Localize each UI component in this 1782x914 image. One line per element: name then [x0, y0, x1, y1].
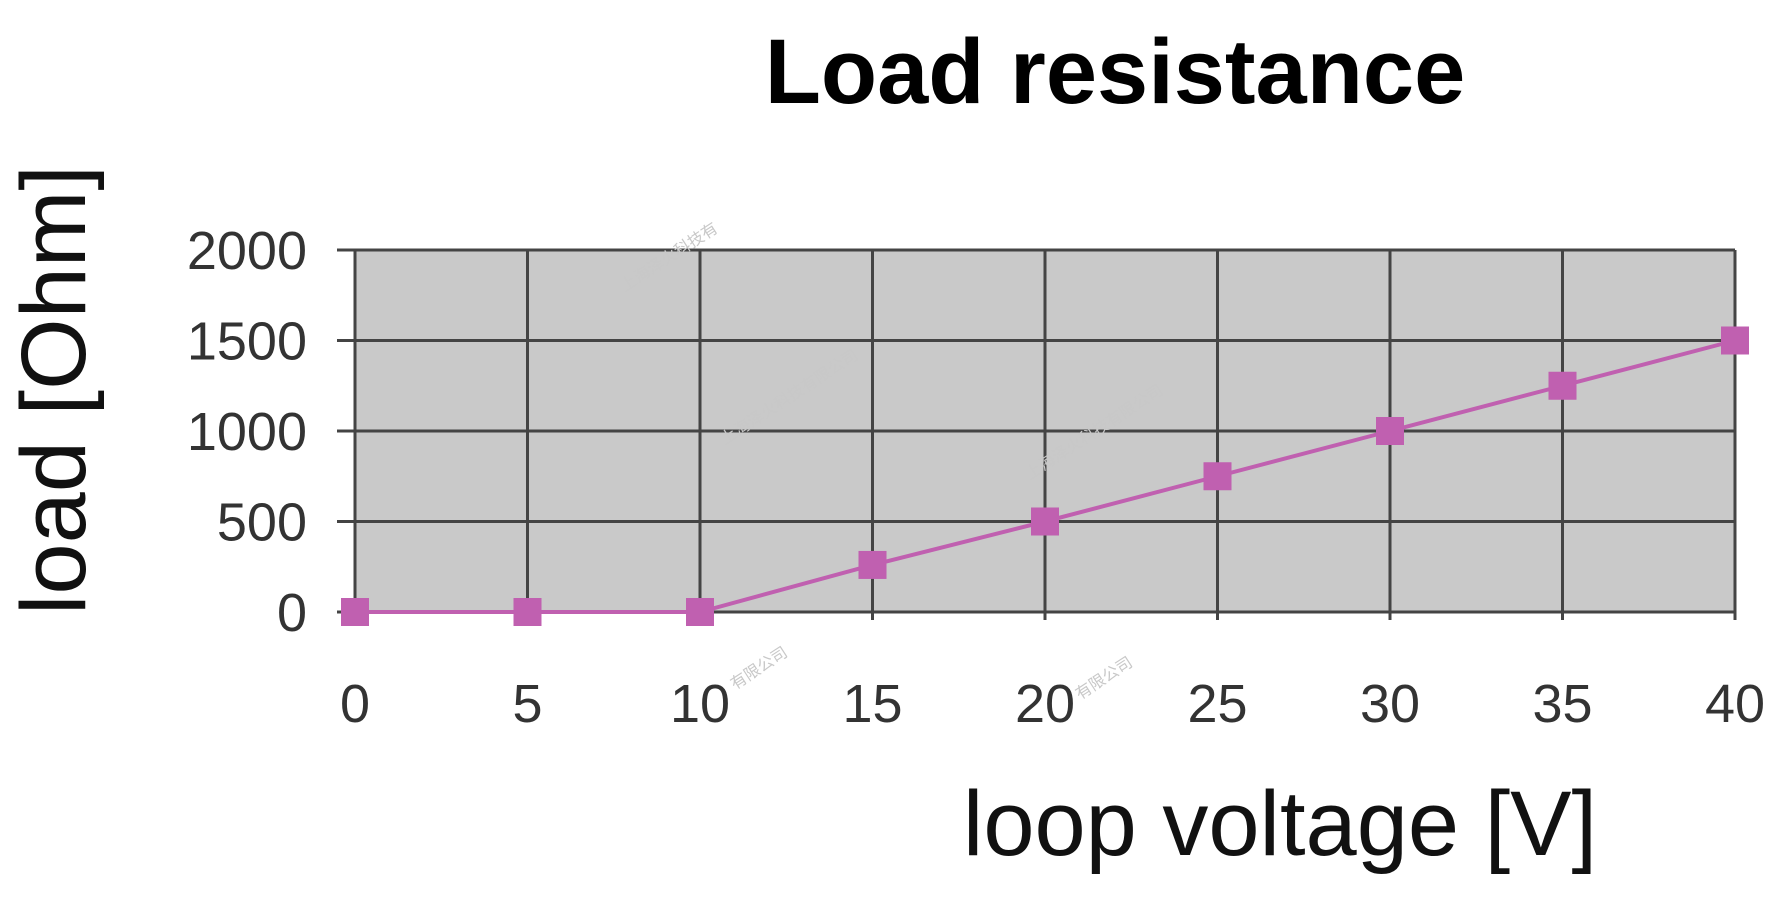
x-tick-label: 40 [1705, 674, 1765, 734]
y-tick-label: 1500 [187, 312, 307, 372]
y-tick-label: 1000 [187, 402, 307, 462]
data-point [1376, 417, 1404, 445]
x-tick-label: 5 [512, 674, 542, 734]
data-point [513, 598, 542, 626]
x-tick-label: 0 [340, 674, 370, 734]
x-tick-label: 25 [1187, 674, 1247, 734]
x-tick-label: 10 [670, 674, 730, 734]
x-axis-label: loop voltage [V] [963, 773, 1597, 875]
watermark-text: 有限公司 [1072, 653, 1136, 704]
data-point [341, 598, 369, 626]
x-tick-label: 15 [842, 674, 902, 734]
y-tick-label: 500 [217, 493, 307, 553]
watermark-text: 有限公司 [727, 643, 791, 694]
data-point [1721, 326, 1749, 355]
x-tick-label: 30 [1360, 674, 1420, 734]
data-point [858, 550, 887, 579]
data-point [1203, 462, 1232, 491]
series-group [341, 326, 1749, 626]
y-tick-label: 0 [277, 583, 307, 643]
x-tick-label: 20 [1015, 674, 1075, 734]
y-tick-label: 2000 [187, 221, 307, 281]
data-point [686, 598, 714, 626]
x-tick-label: 35 [1532, 674, 1592, 734]
tick-labels: 0 5 10 15 20 25 30 35 40 0 500 1000 1500 2000 [187, 221, 1765, 734]
chart-title: Load resistance [765, 21, 1466, 123]
data-point [1548, 371, 1577, 400]
y-axis-label: load [Ohm] [3, 165, 105, 615]
data-point [1031, 507, 1059, 536]
